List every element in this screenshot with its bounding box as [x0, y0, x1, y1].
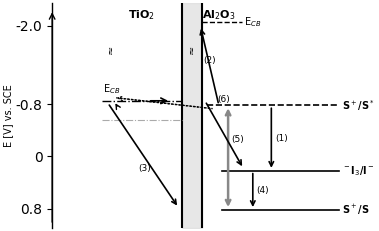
Text: $\approx$: $\approx$ [187, 46, 197, 58]
Text: $\approx$: $\approx$ [106, 46, 116, 58]
Text: (6): (6) [217, 95, 230, 104]
Text: $^-$I$_3$/I$^-$: $^-$I$_3$/I$^-$ [342, 164, 375, 178]
Text: Al$_2$O$_3$: Al$_2$O$_3$ [202, 8, 236, 22]
Text: TiO$_2$: TiO$_2$ [128, 8, 155, 22]
Text: (5): (5) [231, 134, 244, 143]
Text: E$_{CB}$: E$_{CB}$ [103, 82, 121, 96]
Text: S$^+$/S$^*$: S$^+$/S$^*$ [342, 98, 375, 113]
Text: E$_{CB}$: E$_{CB}$ [244, 15, 261, 29]
Text: (3): (3) [138, 164, 151, 173]
Text: (4): (4) [256, 186, 268, 195]
Text: (2): (2) [204, 56, 216, 65]
Text: S$^+$/S: S$^+$/S [342, 203, 370, 217]
Y-axis label: E [V] vs. SCE: E [V] vs. SCE [3, 84, 13, 147]
Text: (1): (1) [275, 134, 288, 143]
